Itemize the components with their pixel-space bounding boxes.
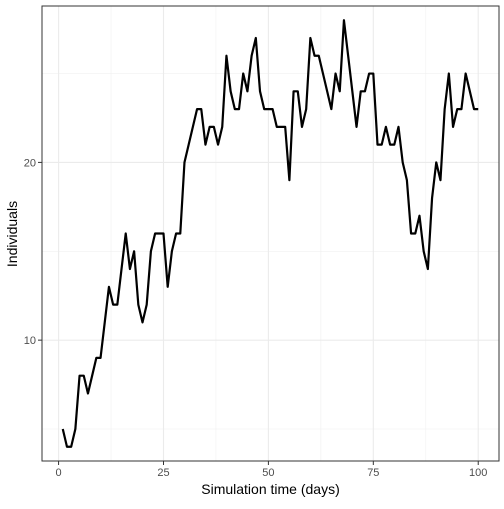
x-axis-title: Simulation time (days) <box>201 481 340 497</box>
grid-layer <box>42 6 499 461</box>
x-tick-label: 100 <box>469 467 487 479</box>
x-tick-label: 0 <box>56 467 62 479</box>
axes-layer: 0 25 50 75 100 10 20 <box>24 5 500 479</box>
x-tick-label: 25 <box>157 467 169 479</box>
y-axis-title: Individuals <box>4 201 20 267</box>
y-tick-label: 20 <box>24 157 36 169</box>
y-tick-label: 10 <box>24 335 36 347</box>
x-tick-label: 50 <box>262 467 274 479</box>
x-tick-label: 75 <box>367 467 379 479</box>
panel-border <box>41 5 500 462</box>
series-layer <box>61 19 479 448</box>
series-line <box>61 19 479 448</box>
